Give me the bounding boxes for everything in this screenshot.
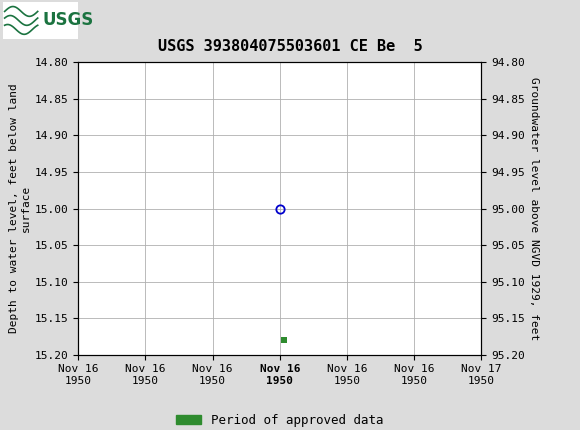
Bar	[3, 2, 78, 39]
Y-axis label: Groundwater level above NGVD 1929, feet: Groundwater level above NGVD 1929, feet	[529, 77, 539, 340]
Y-axis label: Depth to water level, feet below land
surface: Depth to water level, feet below land su…	[9, 84, 31, 333]
Legend: Period of approved data: Period of approved data	[171, 409, 389, 430]
Text: USGS 393804075503601 CE Be  5: USGS 393804075503601 CE Be 5	[158, 39, 422, 54]
Text: USGS: USGS	[42, 12, 93, 29]
